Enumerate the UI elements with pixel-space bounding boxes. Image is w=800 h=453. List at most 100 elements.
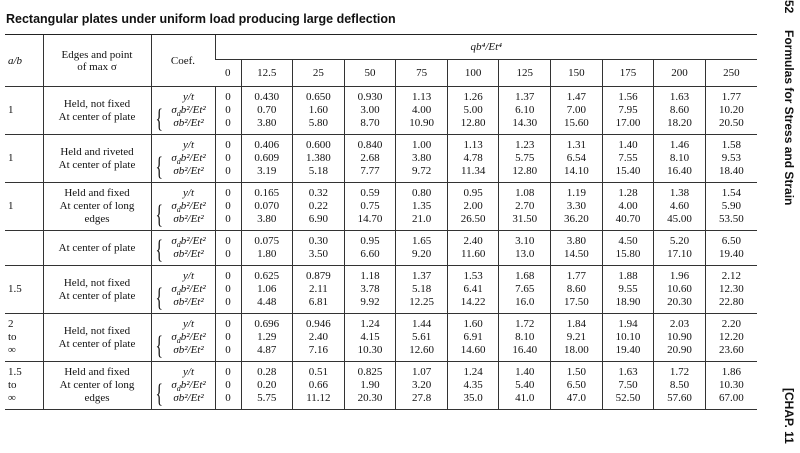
value-cell: 1.50 6.50 47.0 (550, 361, 603, 410)
value-text: 0 (225, 165, 231, 177)
value-cell: 1.46 8.10 16.40 (653, 134, 706, 183)
edges-text: At center of plate (58, 158, 136, 171)
value-text: 0 (225, 213, 231, 225)
value-text: 4.15 (360, 331, 380, 343)
value-text: 52.50 (615, 392, 641, 404)
value-text: 1.35 (411, 200, 432, 212)
coef-base: σb²/Et² (173, 248, 204, 260)
value-text: 1.88 (618, 270, 638, 282)
value-cell: 1.26 5.00 12.80 (446, 86, 499, 135)
coef-text: σdb²/Et² (166, 235, 212, 249)
page-number: 52 (782, 0, 796, 14)
ab-cell: 1.5 to ∞ (5, 361, 43, 410)
value-text: 14.30 (512, 117, 538, 129)
value-text: 2.03 (669, 318, 690, 330)
value-cell: 0.59 0.75 14.70 (343, 182, 396, 231)
value-cell: 1.72 8.50 57.60 (653, 361, 706, 410)
value-text: 0 (225, 104, 231, 116)
value-text: 1.40 (515, 366, 535, 378)
value-text: 10.10 (615, 331, 641, 343)
coef-text: σdb²/Et² (166, 152, 212, 166)
value-text: 16.40 (667, 165, 692, 177)
value-cell: 2.40 11.60 (446, 230, 499, 266)
value-text: 8.70 (360, 117, 380, 129)
value-text: 5.75 (257, 392, 277, 404)
ab-cell (5, 230, 43, 266)
value-text: 6.50 (566, 379, 586, 391)
coef-text: y/t (166, 187, 212, 200)
value-text: 5.20 (669, 235, 690, 247)
value-text: 1.19 (566, 187, 586, 199)
value-text: 0.95 (360, 235, 380, 247)
value-text: 18.20 (667, 117, 692, 129)
value-text: 1.60 (308, 104, 329, 116)
coef-base: σb²/Et² (173, 392, 204, 404)
ab-text: 1 (8, 200, 14, 212)
value-text: 12.25 (409, 296, 434, 308)
value-text: 19.40 (615, 344, 641, 356)
coef-base: y/t (183, 91, 194, 103)
table-head: a/b Edges and point of max σ Coef. qb⁴/Et⁴ 0 1… (5, 34, 757, 87)
coef-text: σb²/Et² (166, 117, 212, 130)
value-text: 3.00 (360, 104, 380, 116)
value-text: 12.30 (719, 283, 744, 295)
value-text: 1.63 (669, 91, 690, 103)
value-text: 1.08 (515, 187, 535, 199)
value-text: 7.95 (618, 104, 638, 116)
value-text: 0 (225, 318, 231, 330)
value-text: 1.63 (618, 366, 638, 378)
header-text: qb⁴/Et⁴ (470, 41, 502, 53)
value-cell: 0.406 0.609 3.19 (240, 134, 293, 183)
coef-base: σ (171, 152, 177, 164)
value-text: 5.18 (411, 283, 432, 295)
group-row: 1 Held and riveted At center of plate{y/t σ… (5, 134, 757, 183)
value-text: 1.72 (515, 318, 535, 330)
value-text: 15.40 (615, 165, 641, 177)
value-cell: 0.840 2.68 7.77 (343, 134, 396, 183)
coef-base: σb²/Et² (173, 117, 204, 129)
value-cell: 1.77 10.20 20.50 (704, 86, 757, 135)
value-text: 1.65 (411, 235, 432, 247)
value-cell: 1.13 4.78 11.34 (446, 134, 499, 183)
value-text: 7.77 (360, 165, 380, 177)
value-text: 7.65 (515, 283, 535, 295)
value-cell: 0.625 1.06 4.48 (240, 265, 293, 314)
edges-cell: Held and riveted At center of plate (42, 134, 151, 183)
value-text: 4.60 (669, 200, 690, 212)
ab-text: 1 (8, 104, 14, 116)
ab-text: to (8, 379, 17, 391)
value-text: 0.825 (357, 366, 383, 378)
value-text: 7.50 (618, 379, 638, 391)
edges-text: Held, not fixed (63, 276, 131, 289)
value-text: 18.00 (563, 344, 589, 356)
value-text: 0 (225, 139, 231, 151)
value-cell: 1.37 6.10 14.30 (498, 86, 551, 135)
header-cell: a/b (5, 34, 43, 87)
coef-base: y/t (183, 187, 194, 199)
header-cell: 125 (498, 59, 551, 87)
value-text: 11.34 (461, 165, 486, 177)
value-text: 3.80 (411, 152, 432, 164)
value-cell: 0.075 1.80 (240, 230, 293, 266)
header-cell: Coef. (150, 34, 215, 87)
value-text: 23.60 (719, 344, 744, 356)
coef-base: y/t (183, 366, 194, 378)
value-text: 1.60 (463, 318, 483, 330)
value-text: 0.70 (257, 104, 277, 116)
value-text: 1.86 (721, 366, 742, 378)
value-text: 20.30 (357, 392, 383, 404)
coef-text: σb²/Et² (166, 344, 212, 357)
ab-text: ∞ (8, 392, 16, 404)
value-text: 0.430 (254, 91, 280, 103)
value-cell: 1.88 9.55 18.90 (601, 265, 654, 314)
value-text: 0 (225, 366, 231, 378)
value-text: 0.28 (257, 366, 277, 378)
coef-cell: {σdb²/Et² σb²/Et² (150, 230, 215, 266)
side-margin: 52 Formulas for Stress and Strain [CHAP.… (778, 0, 798, 453)
value-cell: 0.879 2.11 6.81 (292, 265, 345, 314)
coef-base: σ (171, 283, 177, 295)
value-cell: 1.44 5.61 12.60 (395, 313, 448, 362)
header-cell: 200 (653, 59, 706, 87)
